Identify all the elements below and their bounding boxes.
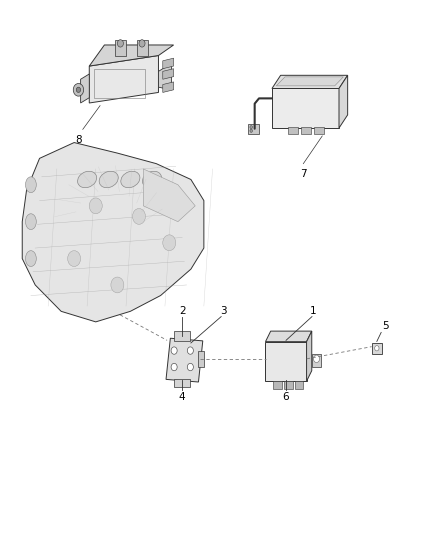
Ellipse shape bbox=[25, 214, 36, 230]
Text: 5: 5 bbox=[382, 321, 389, 332]
Bar bbox=[301, 127, 311, 134]
Circle shape bbox=[67, 251, 81, 266]
Polygon shape bbox=[339, 75, 348, 128]
Polygon shape bbox=[272, 75, 348, 88]
Text: 7: 7 bbox=[300, 169, 307, 179]
Text: 8: 8 bbox=[75, 135, 82, 144]
Polygon shape bbox=[163, 69, 173, 79]
Bar bbox=[94, 69, 145, 98]
Text: 1: 1 bbox=[310, 305, 317, 316]
Bar bbox=[284, 381, 293, 389]
Text: 2: 2 bbox=[179, 305, 186, 316]
Ellipse shape bbox=[99, 171, 118, 188]
Circle shape bbox=[314, 355, 320, 362]
Bar bbox=[312, 353, 321, 367]
Bar bbox=[372, 343, 382, 353]
Bar bbox=[174, 379, 191, 387]
Polygon shape bbox=[137, 39, 148, 55]
Polygon shape bbox=[166, 338, 203, 382]
Bar bbox=[273, 381, 282, 389]
Ellipse shape bbox=[25, 177, 36, 192]
Polygon shape bbox=[22, 142, 204, 322]
Text: 6: 6 bbox=[283, 392, 290, 402]
Circle shape bbox=[117, 39, 124, 47]
Circle shape bbox=[171, 364, 177, 371]
Circle shape bbox=[171, 347, 177, 354]
FancyBboxPatch shape bbox=[272, 88, 339, 128]
Polygon shape bbox=[143, 169, 195, 222]
Circle shape bbox=[250, 129, 253, 132]
Circle shape bbox=[73, 84, 84, 96]
Circle shape bbox=[111, 277, 124, 293]
Ellipse shape bbox=[78, 171, 97, 188]
FancyBboxPatch shape bbox=[265, 342, 307, 381]
Polygon shape bbox=[81, 74, 89, 103]
Circle shape bbox=[163, 235, 176, 251]
Bar bbox=[248, 125, 259, 134]
Circle shape bbox=[187, 347, 194, 354]
Ellipse shape bbox=[25, 251, 36, 266]
Circle shape bbox=[133, 208, 145, 224]
Polygon shape bbox=[265, 331, 312, 342]
Text: 4: 4 bbox=[179, 392, 186, 402]
Circle shape bbox=[89, 198, 102, 214]
Text: 3: 3 bbox=[220, 305, 226, 316]
Circle shape bbox=[76, 87, 81, 92]
Ellipse shape bbox=[142, 171, 162, 188]
Polygon shape bbox=[307, 331, 312, 381]
Polygon shape bbox=[163, 58, 173, 69]
Bar bbox=[288, 127, 298, 134]
Circle shape bbox=[374, 345, 379, 351]
Bar bbox=[314, 127, 324, 134]
Polygon shape bbox=[89, 55, 159, 103]
Circle shape bbox=[250, 126, 253, 128]
Circle shape bbox=[139, 39, 145, 47]
Polygon shape bbox=[163, 82, 173, 92]
Circle shape bbox=[187, 364, 194, 371]
Bar bbox=[295, 381, 304, 389]
Polygon shape bbox=[89, 45, 173, 66]
Polygon shape bbox=[276, 77, 343, 86]
Bar bbox=[174, 332, 191, 341]
Polygon shape bbox=[115, 39, 126, 55]
Ellipse shape bbox=[121, 171, 140, 188]
Polygon shape bbox=[159, 63, 171, 90]
Bar bbox=[198, 351, 204, 367]
